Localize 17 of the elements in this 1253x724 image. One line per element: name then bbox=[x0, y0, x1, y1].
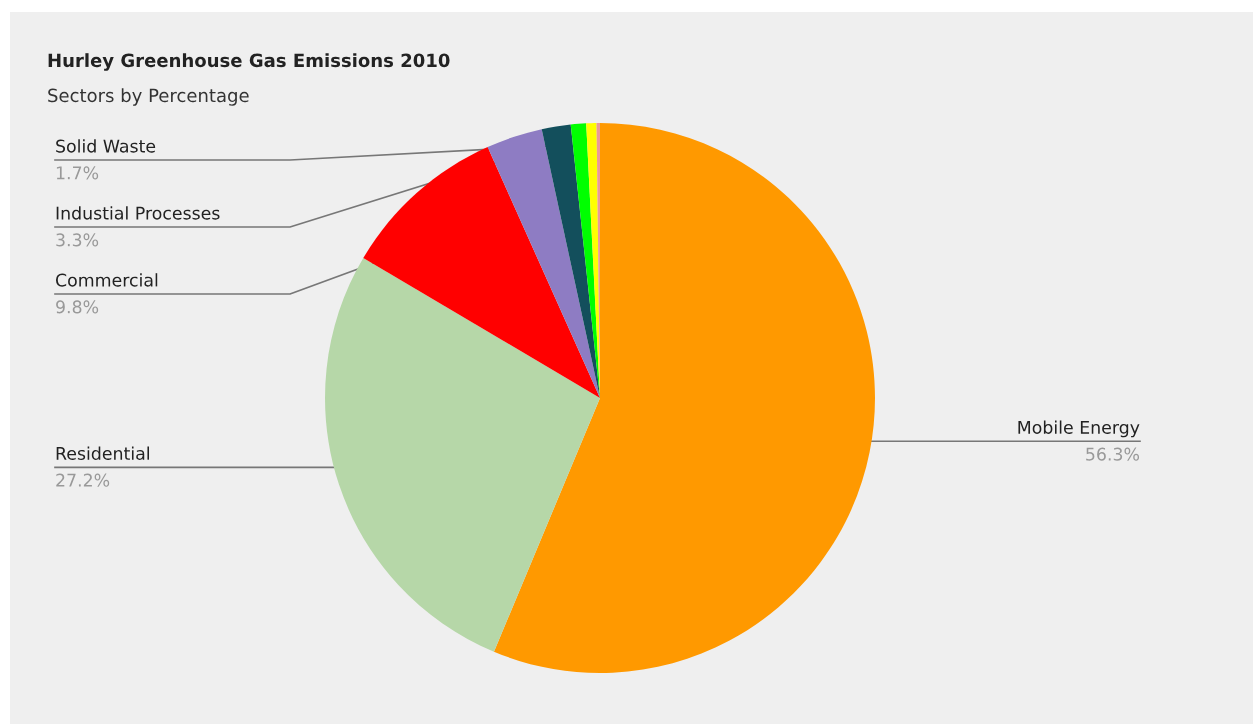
pie-slice bbox=[487, 129, 600, 398]
pie-slice bbox=[541, 124, 600, 398]
data-label: 27.2% bbox=[56, 473, 110, 487]
data-label: 3.3% bbox=[56, 233, 99, 247]
chart-subtitle: Sectors by Percentage bbox=[48, 88, 249, 106]
data-label: 56.3% bbox=[1086, 447, 1140, 461]
slice-label: Industial Processes bbox=[56, 206, 220, 220]
chart-title: Hurley Greenhouse Gas Emissions 2010 bbox=[48, 53, 450, 71]
pie-slice bbox=[325, 258, 600, 652]
pie-slice bbox=[363, 147, 600, 398]
slice-label: Residential bbox=[56, 446, 149, 460]
pie-slice bbox=[493, 123, 875, 673]
data-label: 9.8% bbox=[56, 300, 99, 314]
data-label: 1.7% bbox=[56, 166, 99, 180]
slice-label: Commercial bbox=[55, 273, 158, 287]
slice-label: Solid Waste bbox=[56, 139, 156, 153]
slice-label: Mobile Energy bbox=[1018, 420, 1140, 438]
